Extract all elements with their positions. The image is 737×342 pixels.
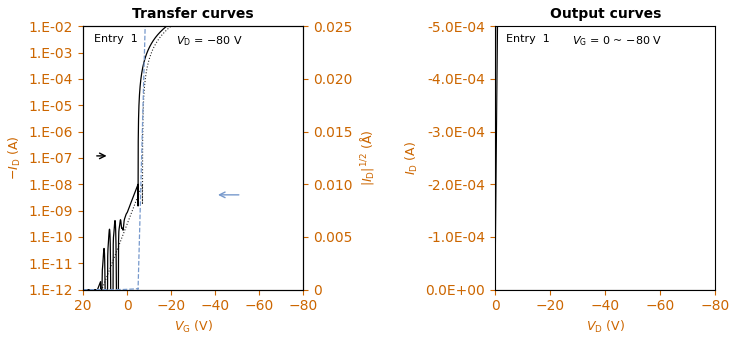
X-axis label: $V_\mathrm{G}$ (V): $V_\mathrm{G}$ (V): [174, 319, 212, 335]
Title: Output curves: Output curves: [550, 7, 661, 21]
Y-axis label: $I_\mathrm{D}$ (A): $I_\mathrm{D}$ (A): [404, 141, 420, 175]
Text: $V_\mathrm{G}$ = 0 ~ $-$80 V: $V_\mathrm{G}$ = 0 ~ $-$80 V: [572, 34, 663, 48]
Text: Entry  1: Entry 1: [506, 34, 550, 44]
X-axis label: $V_\mathrm{D}$ (V): $V_\mathrm{D}$ (V): [586, 319, 625, 335]
Y-axis label: $|I_\mathrm{D}|^{1/2}$ (Å): $|I_\mathrm{D}|^{1/2}$ (Å): [358, 130, 376, 186]
Text: Entry  1: Entry 1: [94, 34, 138, 44]
Text: $V_\mathrm{D}$ = $-$80 V: $V_\mathrm{D}$ = $-$80 V: [175, 34, 242, 48]
Title: Transfer curves: Transfer curves: [133, 7, 254, 21]
Y-axis label: $-I_\mathrm{D}$ (A): $-I_\mathrm{D}$ (A): [7, 136, 23, 180]
